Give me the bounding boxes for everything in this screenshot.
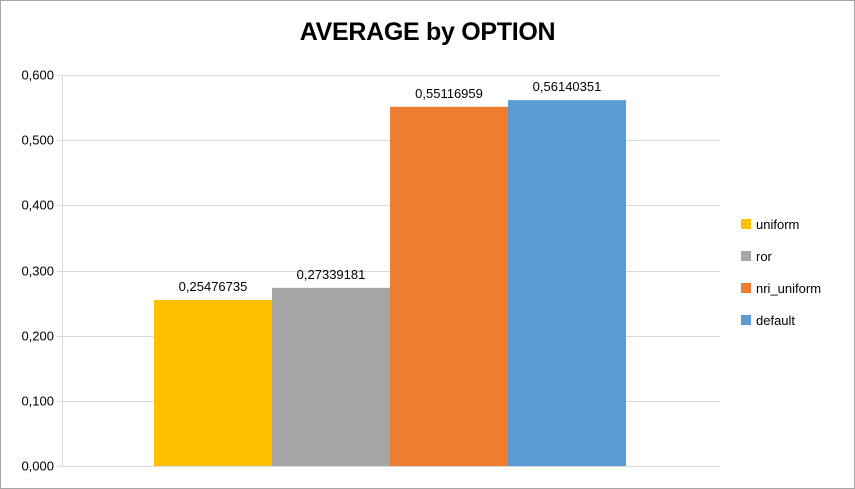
chart-title: AVERAGE by OPTION — [299, 18, 556, 46]
legend-swatch-ror — [741, 251, 751, 261]
y-tick-label: 0,600 — [21, 68, 54, 83]
data-labels: 0,25476735 0,27339181 0,55116959 0,56140351 — [179, 79, 602, 294]
bar-ror — [272, 287, 390, 466]
y-tick-label: 0,500 — [21, 133, 54, 148]
legend-label-uniform: uniform — [756, 217, 799, 232]
bars — [154, 100, 626, 467]
legend-swatch-uniform — [741, 219, 751, 229]
y-tick-label: 0,200 — [21, 329, 54, 344]
y-tick-label: 0,400 — [21, 198, 54, 213]
y-tick-label: 0,000 — [21, 459, 54, 474]
data-label-ror: 0,27339181 — [297, 267, 366, 282]
bar-default — [508, 100, 626, 467]
data-label-nri_uniform: 0,55116959 — [415, 86, 483, 101]
legend-label-default: default — [756, 313, 795, 328]
bar-nri_uniform — [390, 106, 508, 466]
y-tick-label: 0,300 — [21, 264, 54, 279]
y-tick-label: 0,100 — [21, 394, 54, 409]
legend-label-ror: ror — [756, 249, 773, 264]
legend-swatch-nri_uniform — [741, 283, 751, 293]
legend-swatch-default — [741, 315, 751, 325]
data-label-uniform: 0,25476735 — [179, 279, 248, 294]
legend-label-nri_uniform: nri_uniform — [756, 281, 821, 296]
bar-uniform — [154, 299, 272, 466]
data-label-default: 0,56140351 — [533, 79, 602, 94]
y-axis: 0,000 0,100 0,200 0,300 0,400 0,500 0,600 — [21, 68, 63, 474]
